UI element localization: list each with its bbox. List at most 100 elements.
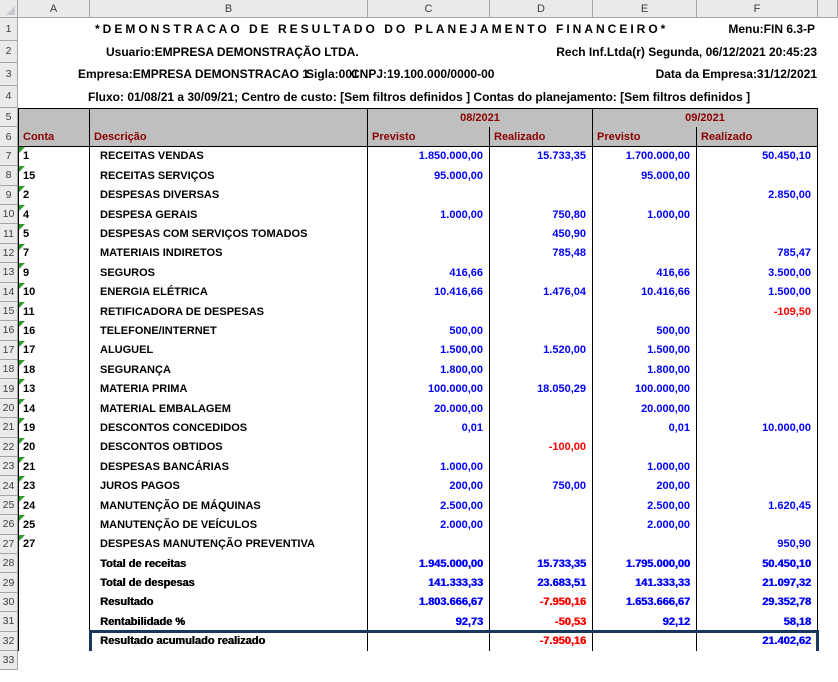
row-header-29[interactable]: 29 — [0, 573, 18, 593]
cell-C12[interactable] — [368, 243, 490, 264]
cell-A14[interactable]: 10 — [18, 282, 90, 302]
cell-D17[interactable]: 1.520,00 — [490, 340, 593, 361]
cell-A17[interactable]: 17 — [18, 340, 90, 361]
cell-E9[interactable] — [593, 185, 697, 205]
cell-A21[interactable]: 19 — [18, 418, 90, 438]
cell-title-row[interactable]: *DEMONSTRACAO DE RESULTADO DO PLANEJAMEN… — [18, 18, 838, 41]
cell-A15[interactable]: 11 — [18, 301, 90, 322]
cell-A12[interactable]: 7 — [18, 243, 90, 264]
cell-F23[interactable] — [697, 457, 818, 477]
cell-A29[interactable] — [18, 573, 90, 593]
row-header-2[interactable]: 2 — [0, 40, 18, 63]
cell-B12[interactable]: MATERIAIS INDIRETOS — [90, 243, 368, 264]
cell-D8[interactable] — [490, 166, 593, 186]
cell-D13[interactable] — [490, 263, 593, 283]
cell-F7[interactable]: 50.450,10 — [697, 146, 818, 167]
cell-F25[interactable]: 1.620,45 — [697, 495, 818, 516]
cell-C20[interactable]: 20.000,00 — [368, 398, 490, 419]
row-header-33[interactable]: 33 — [0, 650, 18, 671]
cell-B9[interactable]: DESPESAS DIVERSAS — [90, 185, 368, 205]
row-header-17[interactable]: 17 — [0, 340, 18, 361]
cell-F14[interactable]: 1.500,00 — [697, 282, 818, 302]
select-all-button[interactable] — [0, 0, 18, 18]
row-header-30[interactable]: 30 — [0, 592, 18, 613]
cell-A5[interactable] — [18, 108, 90, 128]
cell-D21[interactable] — [490, 418, 593, 438]
cell-D30[interactable]: -7.950,16 — [490, 592, 593, 613]
cell-B13[interactable]: SEGUROS — [90, 263, 368, 283]
row-header-6[interactable]: 6 — [0, 127, 18, 147]
cell-B25[interactable]: MANUTENÇÃO DE MÁQUINAS — [90, 495, 368, 516]
row-header-8[interactable]: 8 — [0, 166, 18, 186]
cell-A8[interactable]: 15 — [18, 166, 90, 186]
row-header-18[interactable]: 18 — [0, 360, 18, 380]
cell-A31[interactable] — [18, 612, 90, 632]
cell-C32[interactable] — [368, 631, 490, 651]
row-header-28[interactable]: 28 — [0, 553, 18, 574]
cell-E32[interactable] — [593, 631, 697, 651]
row-header-10[interactable]: 10 — [0, 204, 18, 225]
cell-F31[interactable]: 58,18 — [697, 612, 818, 632]
cell-F20[interactable] — [697, 398, 818, 419]
cell-C17[interactable]: 1.500,00 — [368, 340, 490, 361]
cell-D31[interactable]: -50,53 — [490, 612, 593, 632]
cell-F32[interactable]: 21.402,62 — [697, 631, 818, 651]
cell-D11[interactable]: 450,90 — [490, 224, 593, 244]
cell-E8[interactable]: 95.000,00 — [593, 166, 697, 186]
column-header-A[interactable]: A — [18, 0, 90, 18]
cell-F8[interactable] — [697, 166, 818, 186]
cell-B31[interactable]: Rentabilidade % — [90, 612, 368, 632]
row-header-25[interactable]: 25 — [0, 495, 18, 516]
row-header-19[interactable]: 19 — [0, 379, 18, 399]
cell-F21[interactable]: 10.000,00 — [697, 418, 818, 438]
cell-B10[interactable]: DESPESA GERAIS — [90, 204, 368, 225]
cell-D20[interactable] — [490, 398, 593, 419]
cell-F29[interactable]: 21.097,32 — [697, 573, 818, 593]
column-header-C[interactable]: C — [368, 0, 490, 18]
row-header-1[interactable]: 1 — [0, 18, 18, 41]
cell-C27[interactable] — [368, 534, 490, 554]
cell-D24[interactable]: 750,00 — [490, 476, 593, 496]
cell-D26[interactable] — [490, 515, 593, 535]
row-header-5[interactable]: 5 — [0, 108, 18, 128]
cell-D16[interactable] — [490, 321, 593, 341]
cell-E13[interactable]: 416,66 — [593, 263, 697, 283]
cell-E22[interactable] — [593, 437, 697, 458]
cell-A9[interactable]: 2 — [18, 185, 90, 205]
row-header-31[interactable]: 31 — [0, 612, 18, 632]
cell-C15[interactable] — [368, 301, 490, 322]
cell-A6[interactable]: Conta — [18, 127, 90, 147]
cell-period-09-2021[interactable]: 09/2021 — [593, 108, 818, 128]
row-header-7[interactable]: 7 — [0, 146, 18, 167]
cell-D19[interactable]: 18.050,29 — [490, 379, 593, 399]
cell-B22[interactable]: DESCONTOS OBTIDOS — [90, 437, 368, 458]
row-header-11[interactable]: 11 — [0, 224, 18, 244]
cell-E23[interactable]: 1.000,00 — [593, 457, 697, 477]
cell-F22[interactable] — [697, 437, 818, 458]
row-header-13[interactable]: 13 — [0, 263, 18, 283]
cell-C19[interactable]: 100.000,00 — [368, 379, 490, 399]
cell-B11[interactable]: DESPESAS COM SERVIÇOS TOMADOS — [90, 224, 368, 244]
cell-F15[interactable]: -109,50 — [697, 301, 818, 322]
cell-F28[interactable]: 50.450,10 — [697, 553, 818, 574]
cell-D18[interactable] — [490, 360, 593, 380]
cell-E31[interactable]: 92,12 — [593, 612, 697, 632]
cell-row33[interactable] — [18, 650, 838, 671]
row-header-22[interactable]: 22 — [0, 437, 18, 458]
cell-D6[interactable]: Realizado — [490, 127, 593, 147]
cell-A27[interactable]: 27 — [18, 534, 90, 554]
cell-F19[interactable] — [697, 379, 818, 399]
cell-D28[interactable]: 15.733,35 — [490, 553, 593, 574]
column-header-F[interactable]: F — [697, 0, 818, 18]
cell-F18[interactable] — [697, 360, 818, 380]
row-header-15[interactable]: 15 — [0, 301, 18, 322]
cell-C7[interactable]: 1.850.000,00 — [368, 146, 490, 167]
cell-F13[interactable]: 3.500,00 — [697, 263, 818, 283]
column-header-D[interactable]: D — [490, 0, 593, 18]
cell-B15[interactable]: RETIFICADORA DE DESPESAS — [90, 301, 368, 322]
cell-E11[interactable] — [593, 224, 697, 244]
cell-A26[interactable]: 25 — [18, 515, 90, 535]
column-header-E[interactable]: E — [593, 0, 697, 18]
cell-B19[interactable]: MATERIA PRIMA — [90, 379, 368, 399]
cell-A25[interactable]: 24 — [18, 495, 90, 516]
